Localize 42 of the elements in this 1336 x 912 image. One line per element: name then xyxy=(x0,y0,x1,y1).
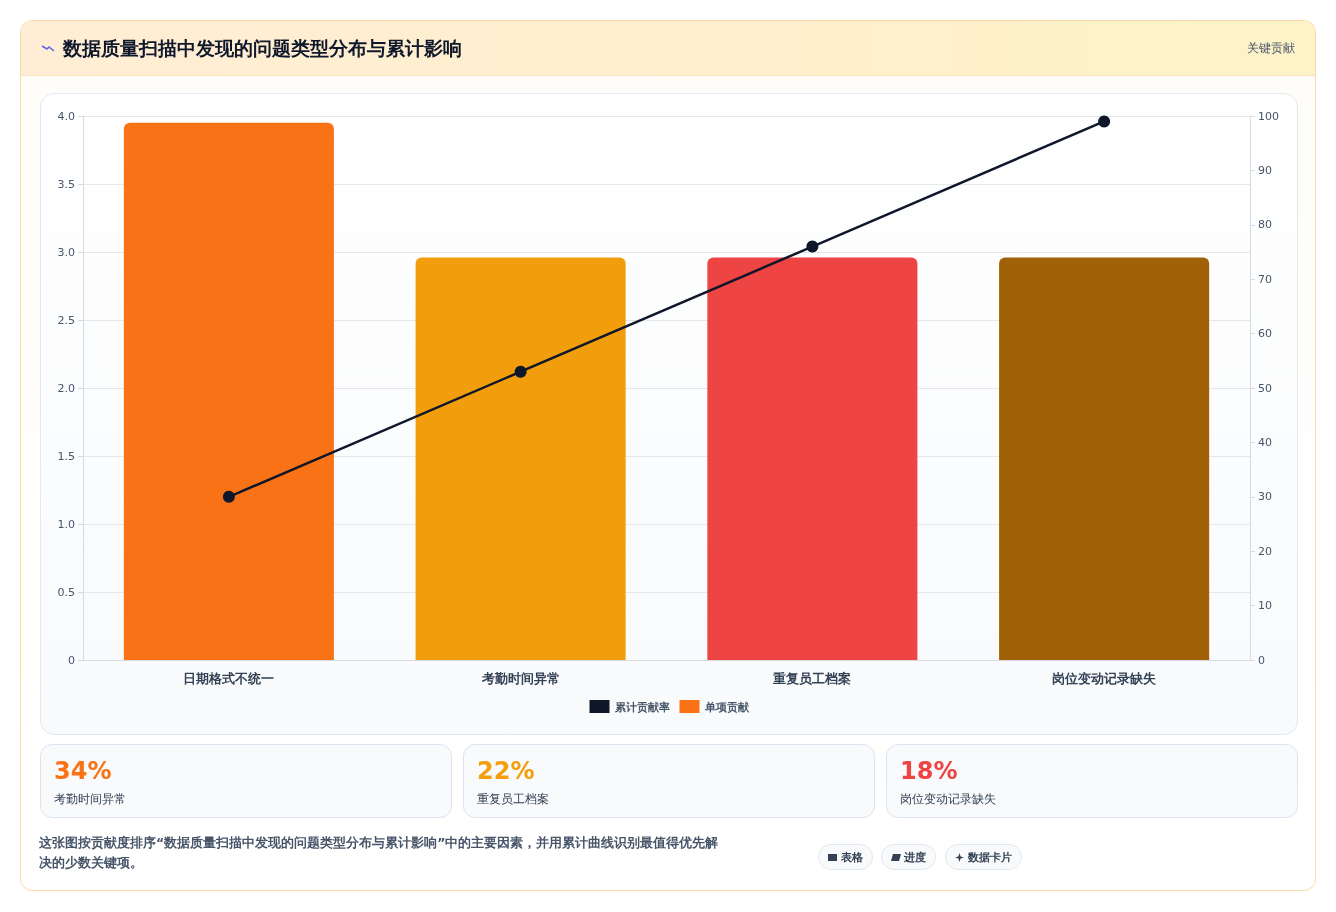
text: 表格 xyxy=(841,849,863,865)
point xyxy=(806,240,819,253)
y2-tick-label: 80 xyxy=(1258,218,1272,232)
y-tick-label: 1.0 xyxy=(57,517,75,531)
y2-tick-label: 60 xyxy=(1258,327,1272,341)
y-tick-label: 2.5 xyxy=(57,313,75,327)
y-tick-label: 3.5 xyxy=(57,177,75,191)
text: 重复员工档案 xyxy=(477,791,549,808)
x-tick-label: 考勤时间异常 xyxy=(480,671,560,686)
y2-tick-label: 20 xyxy=(1258,544,1272,558)
text: 考勤时间异常 xyxy=(54,791,126,808)
text: 34% xyxy=(54,757,112,785)
y2-tick-label: 70 xyxy=(1258,272,1272,286)
text: 18% xyxy=(900,757,958,785)
text: 数据卡片 xyxy=(968,849,1012,865)
y2-tick-label: 40 xyxy=(1258,435,1272,449)
text: 22% xyxy=(477,757,535,785)
y2-tick-label: 10 xyxy=(1258,599,1272,613)
y-tick-label: 4.0 xyxy=(57,109,75,123)
y-tick-label: 3.0 xyxy=(57,245,75,259)
x-tick-label: 岗位变动记录缺失 xyxy=(1052,670,1157,686)
x-tick-label: 重复员工档案 xyxy=(772,670,852,686)
text: 关键贡献 xyxy=(1247,40,1295,57)
y2-tick-label: 30 xyxy=(1258,490,1272,504)
point xyxy=(1098,115,1111,128)
text: 岗位变动记录缺失 xyxy=(900,791,996,808)
y2-tick-label: 90 xyxy=(1258,163,1272,177)
chart-title: 数据质量扫描中发现的问题类型分布与累计影响 xyxy=(63,36,462,61)
y-tick-label: 1.5 xyxy=(57,449,75,463)
point xyxy=(514,365,527,378)
y2-tick-label: 50 xyxy=(1258,381,1272,395)
legend-label: 单项贡献 xyxy=(703,700,750,714)
text: 进度 xyxy=(904,849,926,865)
x-tick-label: 日期格式不统一 xyxy=(183,670,275,686)
text: 这张图按贡献度排序“数据质量扫描中发现的问题类型分布与累计影响”中的主要因素，并用累计曲线识别最值得优先解决的少数关键项。 xyxy=(39,834,719,872)
point xyxy=(222,490,235,503)
y-tick-label: 0.5 xyxy=(57,585,75,599)
legend-label: 累计贡献率 xyxy=(613,700,670,714)
y2-tick-label: 0 xyxy=(1258,653,1265,667)
y-tick-label: 2.0 xyxy=(57,381,75,395)
y-tick-label: 0 xyxy=(68,653,75,667)
y2-tick-label: 100 xyxy=(1258,109,1279,123)
